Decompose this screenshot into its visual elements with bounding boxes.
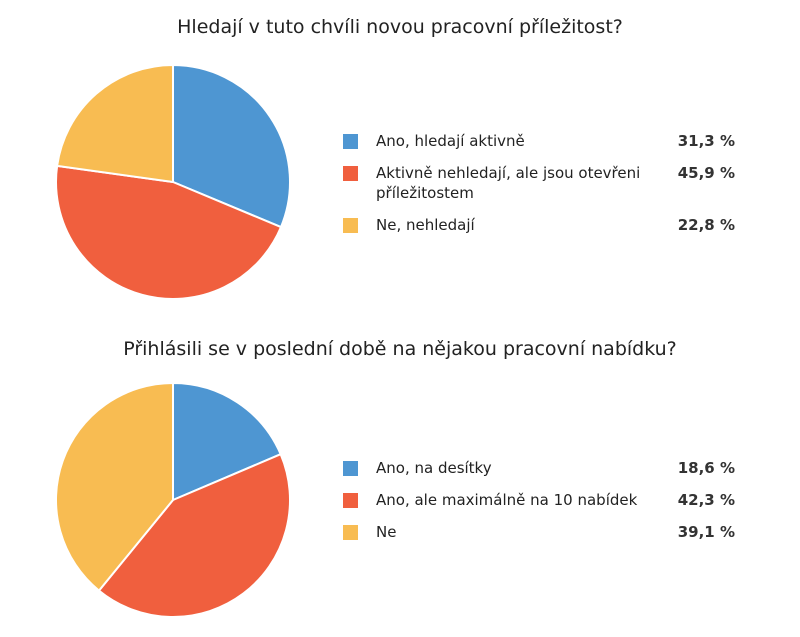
legend-item: Ne 39,1 % <box>343 522 743 542</box>
legend-item: Ano, ale maximálně na 10 nabídek 42,3 % <box>343 490 743 510</box>
legend-swatch-red <box>343 493 358 508</box>
legend-value: 45,9 % <box>677 164 735 182</box>
legend-value: 22,8 % <box>677 216 735 234</box>
legend-item: Ano, hledají aktivně 31,3 % <box>343 131 743 151</box>
legend-value: 31,3 % <box>677 132 735 150</box>
legend-label: Ano, ale maximálně na 10 nabídek <box>376 491 638 509</box>
legend-value: 42,3 % <box>677 491 735 509</box>
legend: Ano, na desítky 18,6 % Ano, ale maximáln… <box>343 458 743 554</box>
legend-swatch-yellow <box>343 218 358 233</box>
chart-title: Hledají v tuto chvíli novou pracovní pří… <box>177 16 623 38</box>
pie-slice-2 <box>97 453 291 619</box>
legend-swatch-blue <box>343 134 358 149</box>
chart-title: Přihlásili se v poslední době na nějakou… <box>123 338 677 360</box>
pie-slice-3 <box>56 64 174 183</box>
pie-slice-1 <box>172 382 282 501</box>
legend-label: Aktivně nehledají, ale jsou otevřeni pří… <box>376 164 641 202</box>
pie-chart <box>55 382 291 619</box>
legend-value: 39,1 % <box>677 523 735 541</box>
legend-label: Ne <box>376 523 397 541</box>
legend-swatch-red <box>343 166 358 181</box>
chart-job-applications: Přihlásili se v poslední době na nějakou… <box>0 318 800 637</box>
legend-swatch-yellow <box>343 525 358 540</box>
pie-slice-3 <box>55 382 174 592</box>
legend-item: Ano, na desítky 18,6 % <box>343 458 743 478</box>
legend-label: Ano, hledají aktivně <box>376 132 525 150</box>
legend-swatch-blue <box>343 461 358 476</box>
legend: Ano, hledají aktivně 31,3 % Aktivně nehl… <box>343 131 743 247</box>
legend-label: Ne, nehledají <box>376 216 475 234</box>
legend-label: Ano, na desítky <box>376 459 492 477</box>
legend-item: Ne, nehledají 22,8 % <box>343 215 743 235</box>
pie-chart <box>55 64 291 300</box>
chart-job-search: Hledají v tuto chvíli novou pracovní pří… <box>0 0 800 318</box>
legend-value: 18,6 % <box>677 459 735 477</box>
pie-slice-2 <box>55 164 282 300</box>
legend-item: Aktivně nehledají, ale jsou otevřeni pří… <box>343 163 743 203</box>
pie-slice-1 <box>172 64 291 229</box>
